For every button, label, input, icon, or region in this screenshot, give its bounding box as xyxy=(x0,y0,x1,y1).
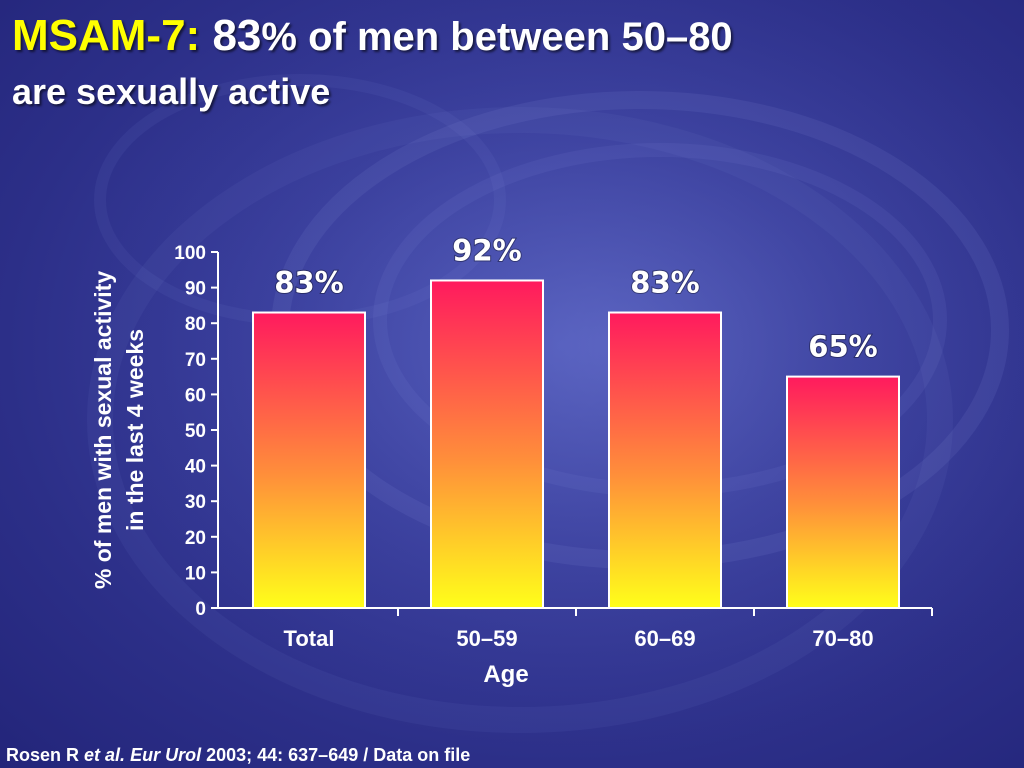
footer-journal: Eur Urol xyxy=(130,745,202,765)
bar-data-label: 83% xyxy=(274,266,343,300)
x-tick-label: 70–80 xyxy=(812,626,873,651)
y-tick-label: 60 xyxy=(185,385,206,406)
y-axis-title-line: in the last 4 weeks xyxy=(122,329,148,531)
footer-citation: 2003; 44: 637–649 / Data on file xyxy=(206,745,471,765)
y-tick-label: 90 xyxy=(185,279,206,300)
y-tick-label: 100 xyxy=(174,243,206,264)
slide-title: MSAM-7: 83% of men between 50–80 are sex… xyxy=(12,14,1012,110)
title-line-1: MSAM-7: 83% of men between 50–80 xyxy=(12,14,1012,58)
bar-1 xyxy=(252,311,366,609)
title-rest: % of men between 50–80 xyxy=(261,15,733,59)
bar-2 xyxy=(430,279,544,609)
x-tick-label: 60–69 xyxy=(634,626,695,651)
bar-data-label: 65% xyxy=(808,330,877,364)
title-prefix: MSAM-7: xyxy=(12,11,201,60)
x-axis-title: Age xyxy=(483,661,528,688)
x-tick-label: 50–59 xyxy=(456,626,517,651)
y-tick-label: 80 xyxy=(185,314,206,335)
x-tick-label: Total xyxy=(284,626,335,651)
y-tick-label: 50 xyxy=(185,421,206,442)
citation-footer: Rosen R et al. Eur Urol 2003; 44: 637–64… xyxy=(6,745,470,766)
footer-author: Rosen R xyxy=(6,745,85,765)
footer-etal: et al. xyxy=(84,745,126,765)
title-number: 83 xyxy=(212,11,262,60)
bar-data-label: 92% xyxy=(452,233,521,267)
y-tick-label: 40 xyxy=(185,457,206,478)
bar-data-label: 83% xyxy=(630,266,699,300)
title-line-2: are sexually active xyxy=(12,71,331,112)
y-tick-label: 70 xyxy=(185,350,206,371)
y-tick-label: 30 xyxy=(185,492,206,513)
y-tick-label: 20 xyxy=(185,528,206,549)
chart-plot-area: 0 10 20 30 40 50 60 70 80 90 100 83% Total 92% 50–59 83… xyxy=(90,232,933,688)
y-axis-title-line: % of men with sexual activity xyxy=(90,271,116,589)
bar-3 xyxy=(608,311,722,609)
bar-4 xyxy=(786,375,900,609)
y-tick-label: 10 xyxy=(185,563,206,584)
y-tick-label: 0 xyxy=(195,599,206,620)
